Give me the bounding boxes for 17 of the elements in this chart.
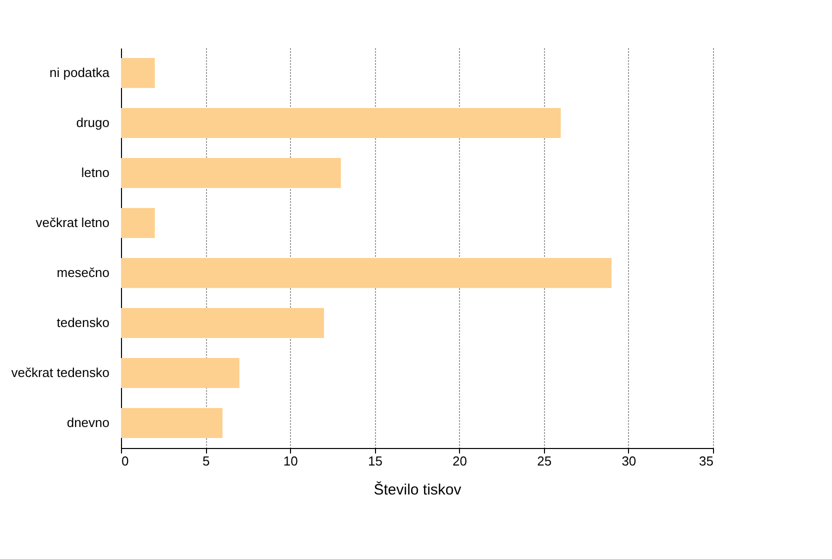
- y-tick-label: mesečno: [56, 265, 110, 280]
- y-tick-label: letno: [81, 165, 110, 180]
- x-tick-label: 30: [622, 454, 636, 468]
- x-tick-label: 0: [122, 454, 129, 468]
- x-tick-label: 15: [368, 454, 382, 468]
- y-tick-label: večkrat letno: [36, 215, 110, 230]
- x-tick-label: 5: [202, 454, 210, 468]
- x-tick-label: 25: [537, 454, 552, 468]
- x-tick-label: 20: [452, 454, 468, 468]
- y-tick-label: drugo: [76, 115, 110, 130]
- y-tick-label: dnevno: [66, 415, 110, 430]
- x-tick-label: 35: [699, 454, 714, 468]
- y-tick-label: večkrat tedensko: [11, 365, 110, 380]
- y-tick-label: ni podatka: [50, 65, 110, 80]
- x-axis-title: Število tiskov: [374, 480, 462, 498]
- x-tick-label: 10: [283, 454, 298, 468]
- y-tick-label: tedensko: [56, 315, 110, 330]
